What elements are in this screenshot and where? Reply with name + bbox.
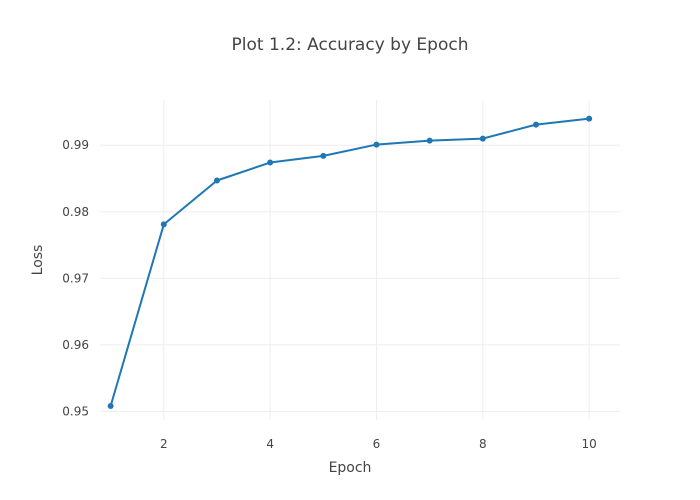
data-point bbox=[479, 135, 486, 142]
y-tick-label: 0.98 bbox=[62, 205, 89, 219]
y-tick-label: 0.95 bbox=[62, 404, 89, 418]
data-point bbox=[373, 141, 380, 148]
data-point bbox=[267, 159, 274, 166]
x-tick-label: 6 bbox=[373, 437, 381, 451]
data-point bbox=[107, 403, 114, 410]
series-line bbox=[109, 117, 591, 408]
x-tick-label: 2 bbox=[160, 437, 168, 451]
chart-title: Plot 1.2: Accuracy by Epoch bbox=[232, 35, 469, 55]
grid-lines bbox=[100, 100, 620, 420]
x-tick-labels: 2 4 6 8 10 bbox=[160, 437, 597, 451]
data-point bbox=[426, 137, 433, 144]
data-point bbox=[532, 121, 539, 128]
y-axis-title: Loss bbox=[30, 245, 46, 276]
data-point bbox=[320, 152, 327, 159]
x-tick-label: 10 bbox=[582, 437, 597, 451]
y-tick-label: 0.99 bbox=[62, 138, 89, 152]
data-point bbox=[160, 221, 167, 228]
x-tick-label: 4 bbox=[266, 437, 274, 451]
series-layer bbox=[107, 115, 593, 410]
x-tick-label: 8 bbox=[479, 437, 487, 451]
y-tick-label: 0.97 bbox=[62, 271, 89, 285]
data-point bbox=[213, 177, 220, 184]
x-axis-title: Epoch bbox=[329, 460, 372, 476]
y-tick-labels: 0.95 0.96 0.97 0.98 0.99 bbox=[62, 138, 89, 418]
y-tick-label: 0.96 bbox=[62, 338, 89, 352]
data-point bbox=[586, 115, 593, 122]
